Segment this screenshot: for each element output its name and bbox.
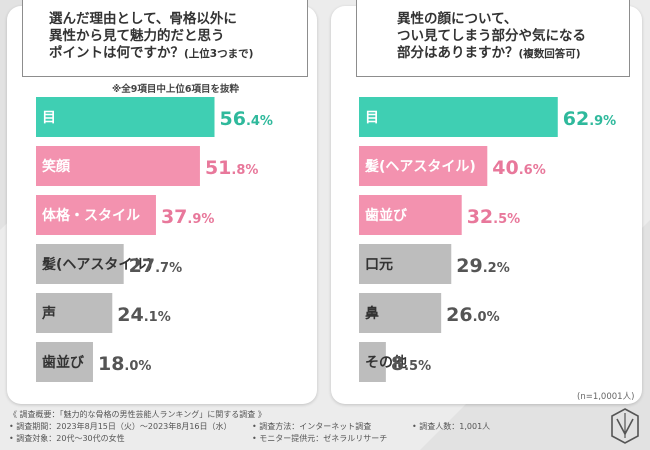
footer-monitor-provider: • モニター提供元：ゼネラルリサーチ xyxy=(252,434,388,443)
left-category-label-4: 声 xyxy=(41,305,56,322)
right-category-label-4: 鼻 xyxy=(365,305,379,322)
left-question-box: 選んだ理由として、骨格以外に 異性から見て魅力的だと思う ポイントは何ですか？(… xyxy=(22,0,308,77)
right-bar-3 xyxy=(359,244,452,284)
left-chart-note: ※全9項目中上位6項目を抜粋 xyxy=(112,84,239,95)
right-category-label-0: 目 xyxy=(365,110,379,126)
brand-logo-icon xyxy=(611,408,639,444)
left-category-label-5: 歯並び xyxy=(42,354,85,371)
footer-survey-target: • 調査対象：20代〜30代の女性 xyxy=(9,434,125,443)
left-question-text: 選んだ理由として、骨格以外に 異性から見て魅力的だと思う ポイントは何ですか？(… xyxy=(49,11,253,63)
left-value-label-2: 37.9% xyxy=(161,206,214,228)
left-category-label-3: 髪(ヘアスタイル) xyxy=(41,256,153,273)
left-question-line-3: ポイントは何ですか？ xyxy=(49,45,184,61)
right-category-label-1: 髪(ヘアスタイル) xyxy=(364,158,476,175)
right-bar-4 xyxy=(359,293,442,333)
right-bar-2 xyxy=(359,195,462,235)
right-question-text: 異性の顔について、 つい見てしまう部分や気になる 部分はありますか？(複数回答可… xyxy=(397,11,586,63)
right-question-box: 異性の顔について、 つい見てしまう部分や気になる 部分はありますか？(複数回答可… xyxy=(356,0,630,77)
left-question-line-1: 選んだ理由として、骨格以外に xyxy=(49,11,237,27)
left-category-label-0: 目 xyxy=(42,110,56,126)
right-bar-5 xyxy=(359,342,386,382)
right-question-line-2: つい見てしまう部分や気になる xyxy=(397,28,586,44)
left-value-label-0: 56.4% xyxy=(220,108,273,130)
left-question-line-2: 異性から見て魅力的だと思う xyxy=(49,28,225,44)
left-bar-1 xyxy=(36,146,200,186)
right-value-label-0: 62.9% xyxy=(563,108,616,130)
sample-size-note: (n=1,0001人) xyxy=(577,392,635,402)
left-value-label-5: 18.0% xyxy=(98,353,151,375)
footer-survey-method: • 調査方法：インターネット調査 xyxy=(252,422,372,431)
left-bar-5 xyxy=(36,342,93,382)
right-category-label-2: 歯並び xyxy=(365,207,408,224)
left-bar-4 xyxy=(36,293,113,333)
left-bar-2 xyxy=(36,195,156,235)
right-value-label-3: 29.2% xyxy=(456,255,509,277)
right-bar-1 xyxy=(359,146,488,186)
left-category-label-2: 体格・スタイル xyxy=(42,207,140,224)
left-value-label-1: 51.8% xyxy=(205,157,258,179)
footer-survey-outline: 《 調査概要：「魅力的な骨格の男性芸能人ランキング」に関する調査 》 xyxy=(9,410,266,419)
left-bar-3 xyxy=(36,244,124,284)
left-question-suffix: (上位3つまで) xyxy=(184,48,254,60)
footer-respondent-count: • 調査人数：1,001人 xyxy=(412,422,491,431)
left-value-label-4: 24.1% xyxy=(117,304,170,326)
right-question-suffix: (複数回答可) xyxy=(518,48,581,60)
right-question-line-3: 部分はありますか？ xyxy=(397,45,519,61)
right-category-label-3: 口元 xyxy=(365,257,393,273)
left-bar-0 xyxy=(36,97,215,137)
left-value-label-3: 27.7% xyxy=(129,255,182,277)
right-value-label-2: 32.5% xyxy=(467,206,520,228)
right-value-label-5: 8.5% xyxy=(391,353,431,375)
left-category-label-1: 笑顔 xyxy=(42,158,71,175)
footer-survey-period: • 調査期間：2023年8月15日（火）〜2023年8月16日（水） xyxy=(9,422,232,431)
right-value-label-1: 40.6% xyxy=(492,157,545,179)
right-category-label-5: その他 xyxy=(365,354,407,371)
right-question-line-1: 異性の顔について、 xyxy=(397,11,518,27)
right-bar-0 xyxy=(359,97,558,137)
right-value-label-4: 26.0% xyxy=(446,304,499,326)
